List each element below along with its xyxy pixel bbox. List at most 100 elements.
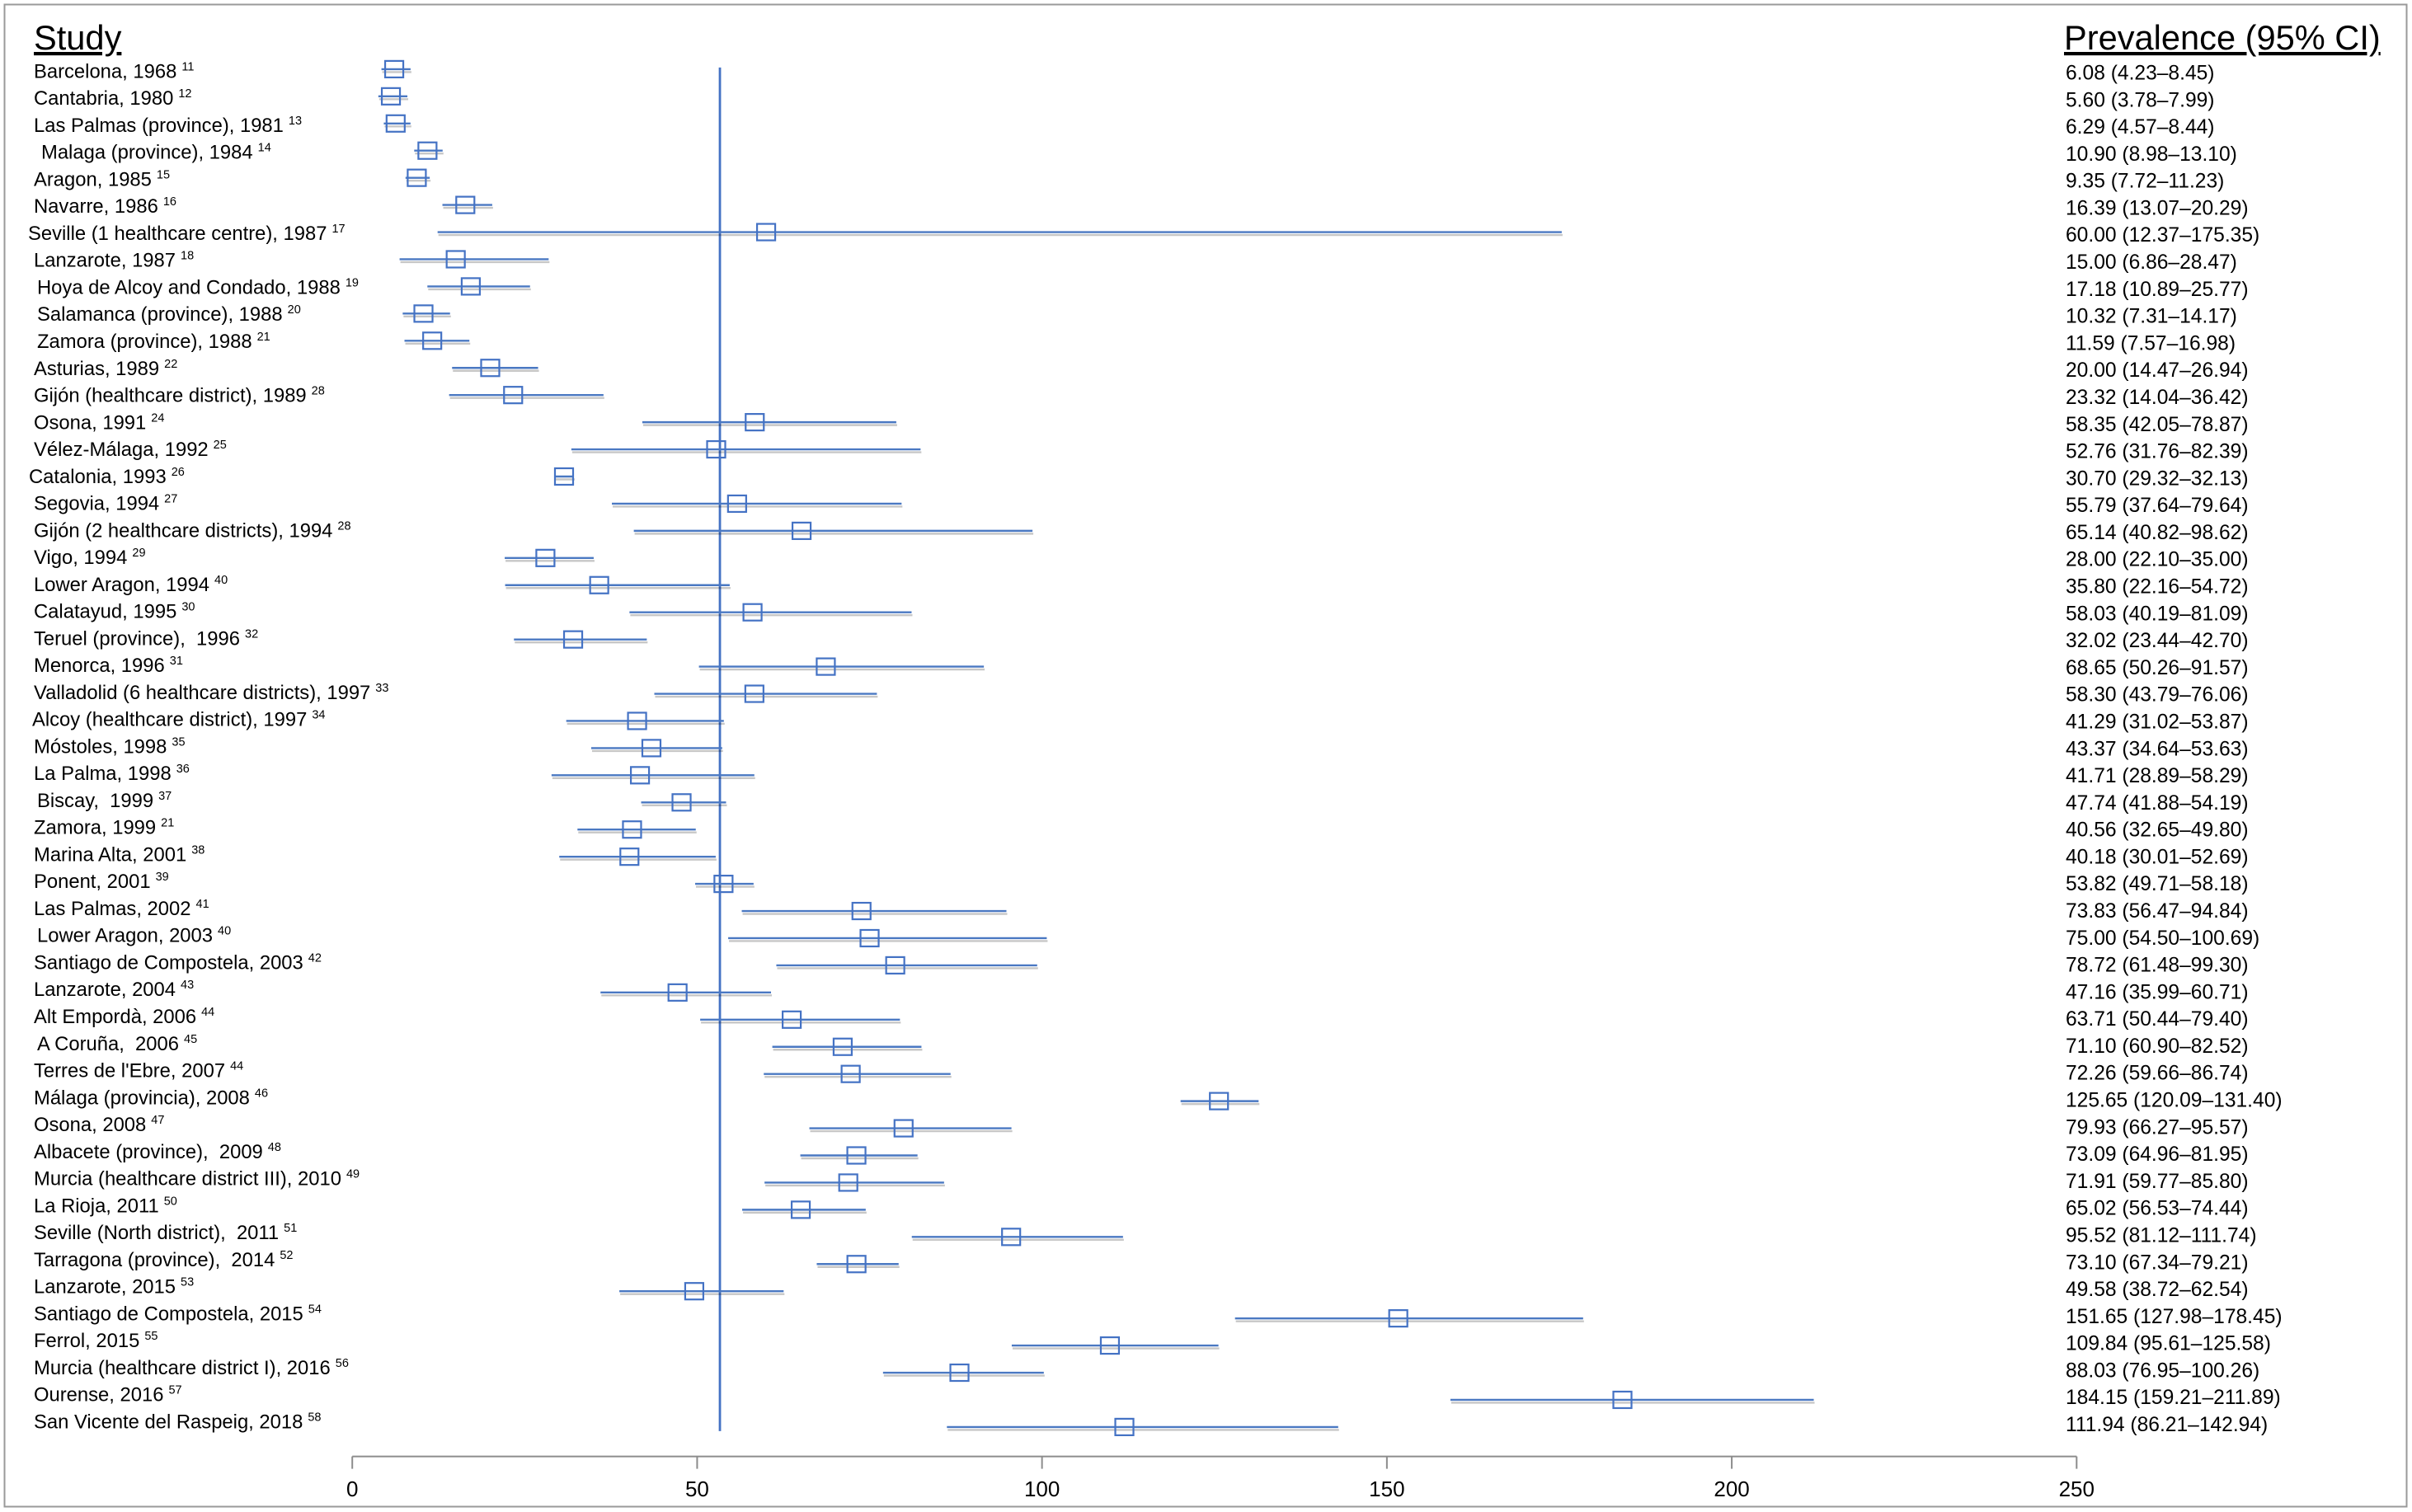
estimate-marker	[790, 1200, 811, 1219]
study-name: Lower Aragon, 1994	[34, 574, 209, 596]
study-row: Lanzarote, 1987 18 15.00 (6.86–28.47)	[34, 250, 2237, 274]
study-name: Seville (1 healthcare centre), 1987	[28, 223, 327, 245]
study-name: Lanzarote, 1987	[34, 250, 176, 272]
study-row: Calatayud, 1995 30 58.03 (40.19–81.09)	[34, 601, 2249, 626]
reference-number: 46	[255, 1087, 268, 1100]
study-name: Vigo, 1994	[34, 547, 127, 569]
reference-number: 22	[164, 358, 177, 371]
reference-number: 18	[181, 250, 194, 263]
estimate-marker	[744, 684, 764, 703]
study-row: Lower Aragon, 2003 40 75.00 (54.50–100.69)	[37, 925, 2259, 950]
study-row: Vélez-Málaga, 1992 25 52.76 (31.76–82.39)	[34, 439, 2249, 463]
estimate-marker	[622, 820, 642, 839]
study-name: Valladolid (6 healthcare districts), 199…	[34, 682, 370, 704]
reference-number: 28	[312, 385, 325, 398]
estimate-marker	[684, 1282, 705, 1301]
study-row: Osona, 1991 24 58.35 (42.05–78.87)	[34, 411, 2249, 435]
reference-number: 50	[164, 1195, 177, 1208]
study-name: Biscay, 1999	[37, 790, 153, 812]
estimate-marker	[885, 956, 905, 975]
estimate-marker	[1114, 1417, 1135, 1437]
reference-number: 49	[346, 1168, 360, 1181]
estimate-marker	[445, 250, 466, 269]
study-name: Murcia (healthcare district III), 2010	[34, 1168, 341, 1190]
study-row: Cantabria, 1980 12 5.60 (3.78–7.99)	[34, 87, 2215, 111]
reference-number: 58	[308, 1411, 321, 1424]
prevalence-value: 41.29 (31.02–53.87)	[2066, 711, 2249, 733]
estimate-marker	[859, 928, 880, 948]
prevalence-value: 151.65 (127.98–178.45)	[2066, 1306, 2283, 1328]
reference-number: 51	[284, 1222, 297, 1235]
study-label: San Vicente del Raspeig, 2018 58	[34, 1411, 322, 1433]
study-label: Osona, 2008 47	[34, 1114, 164, 1136]
study-label: Catalonia, 1993 26	[29, 466, 185, 488]
estimate-marker	[742, 603, 763, 622]
study-name: Las Palmas (province), 1981	[34, 115, 284, 137]
reference-number: 19	[346, 276, 359, 289]
reference-number: 42	[308, 951, 322, 965]
study-label: Las Palmas, 2002 41	[34, 898, 209, 920]
study-row: Santiago de Compostela, 2015 54 151.65 (12…	[34, 1303, 2283, 1327]
study-label: Murcia (healthcare district III), 2010 49	[34, 1168, 360, 1190]
reference-number: 20	[288, 303, 301, 317]
estimate-marker	[480, 359, 501, 378]
study-name: Salamanca (province), 1988	[37, 303, 283, 326]
estimate-marker	[781, 1010, 802, 1029]
prevalence-value: 28.00 (22.10–35.00)	[2066, 549, 2249, 571]
study-name: Lower Aragon, 2003	[37, 925, 213, 947]
prevalence-value: 55.79 (37.64–79.64)	[2066, 495, 2249, 517]
study-label: Santiago de Compostela, 2015 54	[34, 1303, 322, 1325]
study-label: Lanzarote, 1987 18	[34, 250, 194, 272]
study-name: Hoya de Alcoy and Condado, 1988	[37, 276, 341, 298]
study-label: Hoya de Alcoy and Condado, 1988 19	[37, 276, 359, 298]
prevalence-value: 40.56 (32.65–49.80)	[2066, 819, 2249, 842]
study-name: Ponent, 2001	[34, 871, 151, 893]
estimate-marker	[791, 521, 812, 540]
study-row: Hoya de Alcoy and Condado, 1988 19 17.18 (…	[37, 276, 2249, 300]
reference-number: 31	[170, 655, 183, 668]
prevalence-value: 20.00 (14.47–26.94)	[2066, 359, 2249, 382]
prevalence-value: 58.03 (40.19–81.09)	[2066, 603, 2249, 625]
reference-number: 43	[181, 979, 194, 992]
estimate-marker	[851, 901, 872, 921]
estimate-marker	[562, 630, 584, 649]
study-row: Vigo, 1994 29 28.00 (22.10–35.00)	[34, 547, 2249, 571]
study-name: Marina Alta, 2001	[34, 843, 186, 866]
prevalence-value: 17.18 (10.89–25.77)	[2066, 279, 2249, 301]
study-name: Osona, 2008	[34, 1114, 146, 1136]
reference-number: 57	[168, 1384, 181, 1397]
prevalence-value: 47.74 (41.88–54.19)	[2066, 792, 2249, 815]
study-label: Lanzarote, 2004 43	[34, 979, 194, 1001]
reference-number: 47	[151, 1114, 164, 1127]
prevalence-value: 6.08 (4.23–8.45)	[2066, 63, 2215, 85]
prevalence-value: 40.18 (30.01–52.69)	[2066, 846, 2249, 868]
study-name: Teruel (province), 1996	[34, 627, 240, 650]
study-name: Cantabria, 1980	[34, 87, 173, 110]
reference-number: 41	[196, 898, 209, 911]
estimate-marker	[383, 59, 405, 79]
prevalence-value: 71.91 (59.77–85.80)	[2066, 1171, 2249, 1193]
estimate-marker	[385, 114, 406, 133]
prevalence-value: 73.09 (64.96–81.95)	[2066, 1143, 2249, 1166]
study-label: Alt Empordà, 2006 44	[34, 1006, 214, 1028]
estimate-marker	[629, 766, 651, 785]
study-row: San Vicente del Raspeig, 2018 58 111.94 (8…	[34, 1411, 2268, 1437]
study-label: Teruel (province), 1996 32	[34, 627, 258, 650]
study-name: Osona, 1991	[34, 411, 146, 434]
prevalence-value: 49.58 (38.72–62.54)	[2066, 1279, 2249, 1301]
study-row: Osona, 2008 47 79.93 (66.27–95.57)	[34, 1114, 2249, 1139]
reference-number: 29	[132, 547, 145, 560]
prevalence-column-header: Prevalence (95% CI)	[2064, 18, 2381, 57]
study-label: Málaga (provincia), 2008 46	[34, 1087, 268, 1109]
study-label: Barcelona, 1968 11	[34, 60, 194, 82]
prevalence-value: 9.35 (7.72–11.23)	[2066, 171, 2224, 193]
study-label: Malaga (province), 1984 14	[41, 142, 271, 164]
estimate-marker	[422, 331, 443, 350]
estimate-marker	[846, 1146, 867, 1165]
prevalence-value: 30.70 (29.32–32.13)	[2066, 467, 2249, 490]
reference-number: 21	[257, 331, 270, 344]
prevalence-value: 95.52 (81.12–111.74)	[2066, 1224, 2257, 1247]
study-label: Zamora, 1999 21	[34, 817, 174, 839]
estimate-marker	[417, 141, 438, 160]
study-name: Aragon, 1985	[34, 168, 152, 190]
